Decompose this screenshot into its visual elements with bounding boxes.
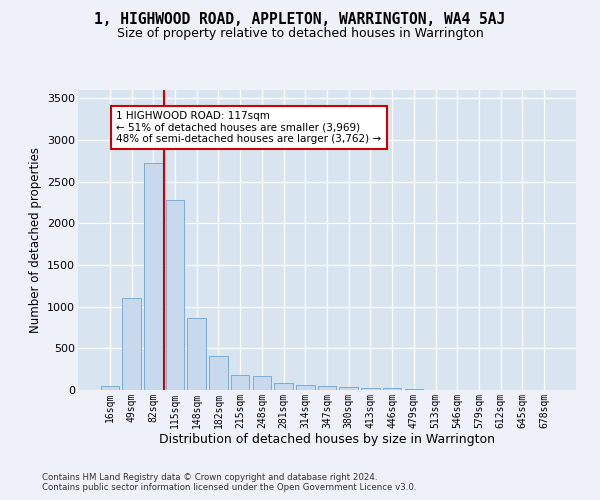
Bar (187, 318, 206, 390)
Bar (361, 388, 380, 390)
Text: Contains public sector information licensed under the Open Government Licence v3: Contains public sector information licen… (42, 482, 416, 492)
Bar (274, 382, 293, 390)
Bar (253, 376, 271, 390)
Bar (383, 388, 401, 390)
Bar (101, 386, 119, 390)
Bar (166, 200, 184, 390)
Text: 1, HIGHWOOD ROAD, APPLETON, WARRINGTON, WA4 5AJ: 1, HIGHWOOD ROAD, APPLETON, WARRINGTON, … (94, 12, 506, 28)
Bar (404, 389, 423, 390)
Y-axis label: Number of detached properties: Number of detached properties (29, 147, 41, 333)
Bar (231, 376, 250, 390)
Bar (318, 386, 336, 390)
Text: Size of property relative to detached houses in Warrington: Size of property relative to detached ho… (116, 28, 484, 40)
Bar (209, 356, 227, 390)
Text: 1 HIGHWOOD ROAD: 117sqm
← 51% of detached houses are smaller (3,969)
48% of semi: 1 HIGHWOOD ROAD: 117sqm ← 51% of detache… (116, 111, 382, 144)
Text: Contains HM Land Registry data © Crown copyright and database right 2024.: Contains HM Land Registry data © Crown c… (42, 472, 377, 482)
Bar (122, 298, 141, 390)
Bar (340, 387, 358, 390)
Bar (144, 162, 163, 390)
Bar (296, 385, 314, 390)
Text: Distribution of detached houses by size in Warrington: Distribution of detached houses by size … (159, 432, 495, 446)
